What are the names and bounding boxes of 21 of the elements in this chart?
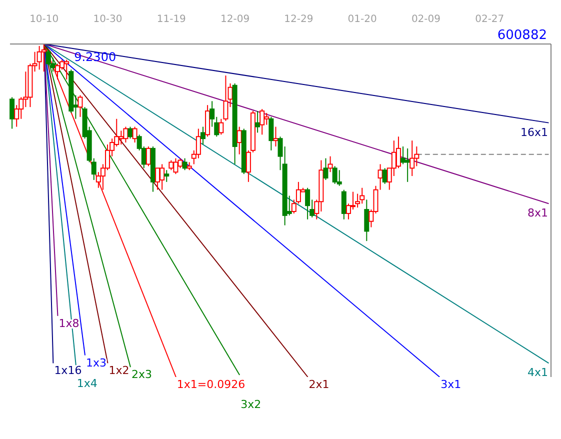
chart-title: 600882 xyxy=(497,28,547,43)
x-tick-label: 11-19 xyxy=(156,14,186,25)
series-label: 1x2 xyxy=(108,364,130,378)
series-label: 3x1 xyxy=(440,378,462,391)
x-tick-label: 01-20 xyxy=(348,14,377,25)
series-label: 2x3 xyxy=(131,368,152,382)
x-tick-label: 10-30 xyxy=(93,14,122,25)
series-label: 1x4 xyxy=(76,377,98,390)
series-label: 2x1 xyxy=(308,378,330,391)
x-tick-label: 02-09 xyxy=(411,14,441,25)
x-tick-label: 02-27 xyxy=(475,14,504,25)
series-label: 1x1=0.0926 xyxy=(176,378,246,391)
x-tick-label: 10-10 xyxy=(30,14,59,25)
x-tick-label: 12-29 xyxy=(284,14,314,25)
x-tick-label: 12-09 xyxy=(220,14,250,25)
series-label: 1x16 xyxy=(54,364,82,378)
series-label: 8x1 xyxy=(527,206,548,220)
series-label: 1x3 xyxy=(86,356,107,370)
text: 3x2 xyxy=(240,398,262,412)
series-label: 16x1 xyxy=(520,126,548,139)
series-label: 4x1 xyxy=(527,366,548,380)
